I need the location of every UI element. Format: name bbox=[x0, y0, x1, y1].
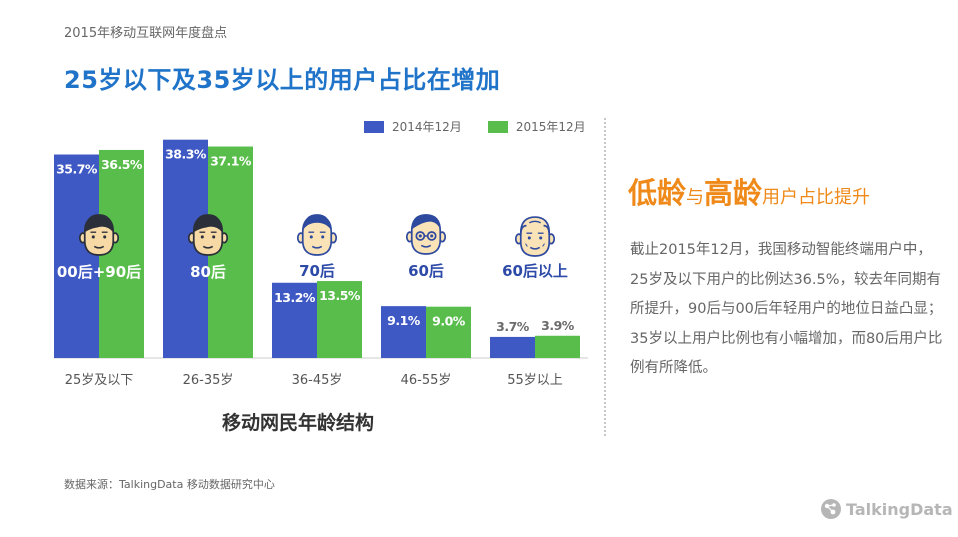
legend-swatch-2014 bbox=[364, 120, 384, 133]
x-tick-label: 55岁以上 bbox=[507, 373, 563, 388]
bar-2014 bbox=[381, 306, 426, 358]
young-face-icon bbox=[187, 214, 229, 256]
age-bar-chart: 35.7% 36.5% 25岁及以下 00后+90后 38.3% 37.1% 26-35岁 8… bbox=[54, 139, 588, 388]
vertical-divider bbox=[604, 118, 606, 436]
data-label-2014: 35.7% bbox=[56, 162, 98, 177]
legend-item-2014: 2014年12月 bbox=[364, 118, 462, 135]
bar-2015 bbox=[535, 335, 580, 358]
bar-2014 bbox=[54, 154, 99, 358]
data-label-2015: 13.5% bbox=[319, 288, 361, 303]
data-label-2015: 37.1% bbox=[210, 154, 252, 169]
bar-2014 bbox=[272, 282, 317, 358]
age-group-label: 80后 bbox=[190, 263, 226, 281]
brand-name: TalkingData bbox=[846, 499, 953, 519]
data-label-2014: 13.2% bbox=[274, 290, 316, 305]
data-label-2015: 3.9% bbox=[541, 318, 575, 333]
side-heading-rest: 用户占比提升 bbox=[762, 187, 871, 208]
side-heading-low-age: 低龄 bbox=[628, 176, 687, 210]
legend-label-2014: 2014年12月 bbox=[392, 120, 462, 134]
legend-label-2015: 2015年12月 bbox=[515, 120, 586, 134]
glasses-face-icon bbox=[405, 214, 447, 255]
chart-legend: 2014年12月 2015年12月 bbox=[364, 118, 586, 135]
page-title: 25岁以下及35岁以上的用户占比在增加 bbox=[64, 66, 501, 94]
side-heading: 低龄与高龄用户占比提升 bbox=[628, 170, 870, 212]
age-group-label: 70后 bbox=[299, 262, 335, 280]
side-description: 截止2015年12月，我国移动智能终端用户中，25岁及以下用户的比例达36.5%… bbox=[630, 242, 943, 376]
middle-aged-face-icon bbox=[296, 214, 338, 256]
chart-title: 移动网民年龄结构 bbox=[222, 412, 375, 434]
elder-face-icon bbox=[514, 216, 556, 257]
data-label-2014: 38.3% bbox=[165, 147, 207, 162]
age-group-label: 60后以上 bbox=[502, 262, 568, 280]
age-group-label: 00后+90后 bbox=[57, 263, 141, 281]
x-tick-label: 36-45岁 bbox=[292, 373, 343, 388]
young-face-icon bbox=[78, 214, 120, 256]
legend-swatch-2015 bbox=[487, 120, 508, 133]
age-group-label: 60后 bbox=[408, 262, 444, 280]
data-label-2015: 36.5% bbox=[101, 157, 143, 172]
x-tick-label: 25岁及以下 bbox=[65, 373, 134, 388]
top-caption: 2015年移动互联网年度盘点 bbox=[64, 26, 228, 41]
data-label-2014: 3.7% bbox=[496, 319, 530, 334]
data-label-2015: 9.0% bbox=[432, 314, 466, 329]
side-heading-high-age: 高龄 bbox=[704, 176, 763, 210]
x-tick-label: 46-55岁 bbox=[401, 373, 452, 388]
bar-2015 bbox=[317, 281, 362, 358]
bar-2014 bbox=[490, 336, 535, 358]
legend-item-2015: 2015年12月 bbox=[487, 118, 586, 135]
data-label-2014: 9.1% bbox=[387, 313, 421, 328]
brand-mark-icon bbox=[821, 499, 841, 519]
brand-logo: TalkingData bbox=[820, 498, 953, 520]
data-source: 数据来源：TalkingData 移动数据研究中心 bbox=[64, 478, 275, 491]
x-tick-label: 26-35岁 bbox=[183, 373, 234, 388]
bar-2015 bbox=[426, 306, 471, 358]
side-heading-connector: 与 bbox=[686, 187, 705, 208]
